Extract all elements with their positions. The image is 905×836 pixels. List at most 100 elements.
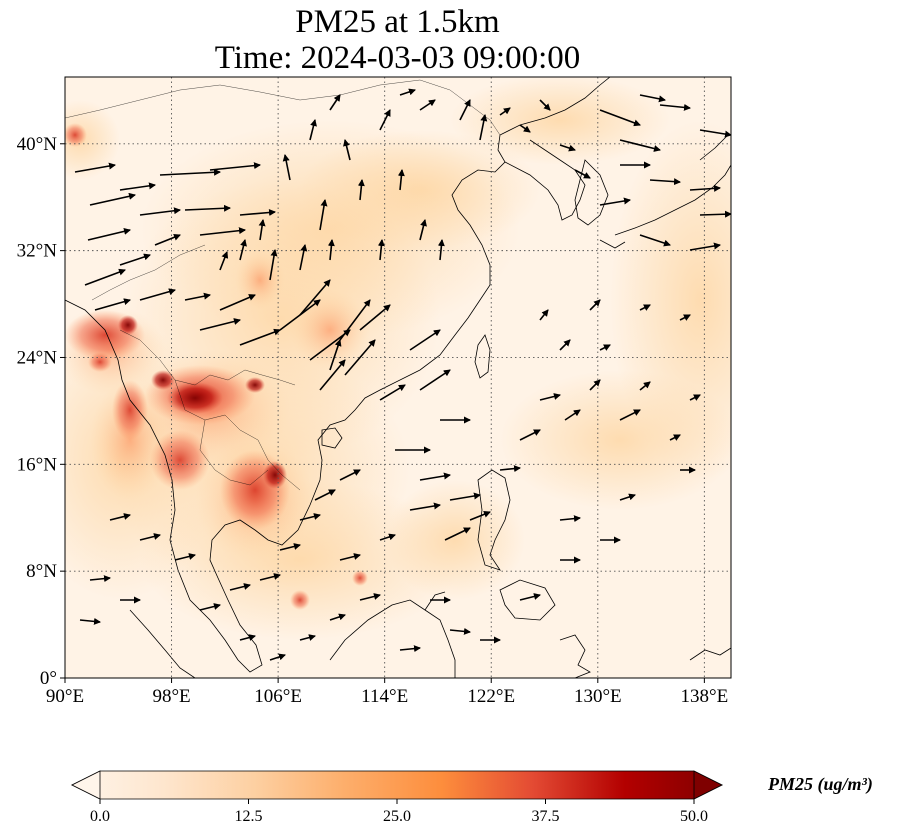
wind-arrow xyxy=(589,299,601,311)
wind-arrow xyxy=(239,634,256,641)
wind-arrow xyxy=(89,575,111,583)
coastline-taiwan xyxy=(474,334,491,379)
coastlines xyxy=(65,77,731,678)
wind-arrow xyxy=(109,513,131,521)
lon-tick-label: 106°E xyxy=(254,686,302,707)
lat-tick-label: 40°N xyxy=(17,134,58,155)
wind-arrow xyxy=(184,204,231,212)
wind-arrow xyxy=(449,627,471,635)
wind-arrow xyxy=(689,394,701,401)
pm25-hotspot xyxy=(118,315,138,335)
lat-tick-label: 16°N xyxy=(17,454,58,475)
coastline-newguinea xyxy=(689,647,731,661)
wind-arrow xyxy=(419,219,427,241)
wind-arrow xyxy=(699,129,731,138)
wind-arrow xyxy=(519,429,541,441)
colorbar-tick-label: 37.5 xyxy=(532,808,560,825)
border-3 xyxy=(199,419,269,486)
pm25-hotspot xyxy=(290,290,370,370)
wind-arrow xyxy=(559,144,576,152)
wind-arrow xyxy=(344,339,376,376)
map-frame xyxy=(64,76,732,679)
wind-arrow xyxy=(119,253,151,266)
coastline-sumatra xyxy=(129,609,196,678)
map-axes: 90°E 98°E 106°E 114°E 122°E 130°E 138°E 0° 8°N 16… xyxy=(17,134,729,707)
pm25-hotspot xyxy=(150,430,210,490)
wind-arrow xyxy=(357,179,365,201)
wind-arrow xyxy=(437,239,445,261)
wind-arrow xyxy=(319,199,328,231)
wind-arrow xyxy=(419,99,436,111)
pm25-hotspot xyxy=(167,382,223,414)
wind-arrow xyxy=(209,162,261,171)
wind-arrow xyxy=(574,169,591,179)
lat-tick-label: 0° xyxy=(40,668,57,689)
wind-arrow xyxy=(639,304,651,311)
colorbar-extend-min xyxy=(71,770,101,800)
pm25-hotspot xyxy=(290,590,310,610)
wind-arrow xyxy=(399,645,421,653)
wind-arrow xyxy=(139,207,181,216)
coastline-hainan xyxy=(321,427,343,449)
pm25-hotspot xyxy=(65,123,87,147)
wind-arrow xyxy=(444,527,471,541)
wind-arrow xyxy=(619,493,636,501)
wind-arrow xyxy=(599,109,641,127)
wind-arrow xyxy=(139,533,161,541)
border-2 xyxy=(174,379,301,491)
wind-arrow xyxy=(339,299,371,341)
wind-arrow xyxy=(309,119,317,141)
wind-arrow xyxy=(89,192,136,206)
wind-arrow xyxy=(479,114,488,141)
pollution-hotspots xyxy=(65,123,370,610)
lon-tick-label: 130°E xyxy=(574,686,622,707)
wind-arrow xyxy=(269,249,278,281)
wind-arrow xyxy=(199,603,221,611)
pm25-hotspot xyxy=(352,570,368,586)
coastline-mindanao xyxy=(499,579,556,621)
wind-arrow xyxy=(449,492,481,501)
colorbar: 0.0 12.5 25.0 37.5 50.0 xyxy=(71,770,723,825)
wind-arrow xyxy=(239,239,247,261)
wind-arrow xyxy=(299,244,308,271)
wind-arrow xyxy=(499,107,511,116)
lat-tick-label: 8°N xyxy=(26,561,57,582)
wind-vectors xyxy=(74,88,731,661)
wind-arrow xyxy=(343,139,351,161)
wind-arrow xyxy=(419,369,451,391)
wind-arrow xyxy=(119,182,156,191)
lon-tick-label: 90°E xyxy=(46,686,84,707)
wind-arrow xyxy=(649,178,681,186)
wind-arrow xyxy=(94,298,131,311)
wind-arrow xyxy=(319,359,346,391)
map-title-line1: PM25 at 1.5km xyxy=(295,4,500,40)
haze-area xyxy=(500,370,731,510)
wind-arrow xyxy=(689,242,721,251)
wind-arrow xyxy=(154,233,181,246)
wind-arrow xyxy=(539,309,549,321)
wind-arrow xyxy=(74,162,116,173)
pm25-hotspot xyxy=(245,377,265,393)
wind-arrow xyxy=(659,103,691,111)
wind-arrow xyxy=(399,88,416,96)
wind-arrow xyxy=(564,409,581,421)
wind-arrow xyxy=(409,329,441,351)
wind-arrow xyxy=(184,292,211,301)
coastline-japan xyxy=(599,134,731,249)
wind-arrow xyxy=(299,634,316,641)
wind-arrow xyxy=(258,219,266,241)
wind-arrow xyxy=(639,234,671,247)
wind-arrow xyxy=(679,314,691,321)
haze-area xyxy=(385,480,525,600)
colorbar-tick-label: 25.0 xyxy=(383,808,411,825)
wind-arrow xyxy=(379,384,406,401)
wind-arrow xyxy=(327,239,335,261)
wind-arrow xyxy=(359,593,381,601)
wind-arrow xyxy=(199,227,246,236)
colorbar-tick-label: 50.0 xyxy=(680,808,708,825)
lat-tick-label: 24°N xyxy=(17,347,58,368)
border-1 xyxy=(119,329,296,386)
wind-arrow xyxy=(519,593,541,601)
pm25-hotspot xyxy=(220,450,290,530)
